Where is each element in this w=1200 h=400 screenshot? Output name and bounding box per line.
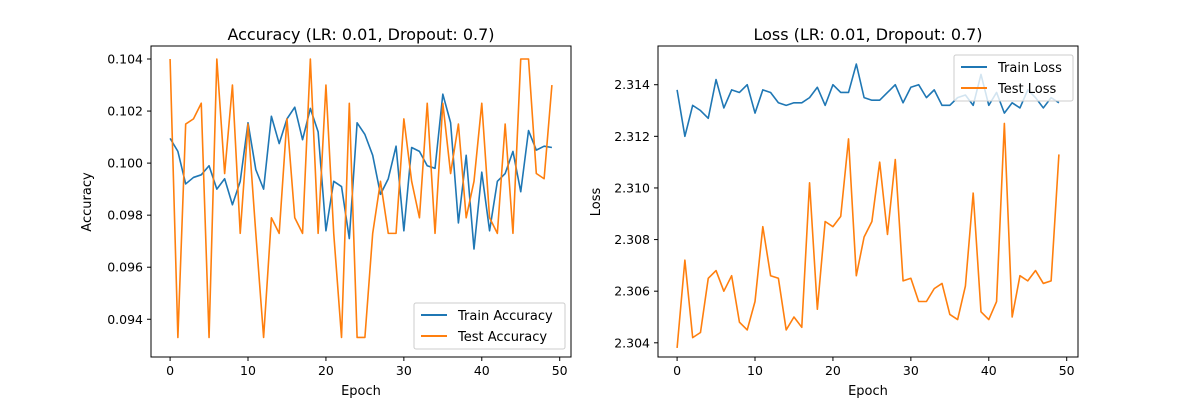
plot-area <box>657 45 1079 358</box>
axes-frame <box>657 45 1079 358</box>
legend-label-train-accuracy: Train Accuracy <box>457 309 553 324</box>
y-tick-label: 0.102 <box>107 104 143 119</box>
x-tick-label: 20 <box>825 363 841 378</box>
x-tick-label: 50 <box>552 363 568 378</box>
x-tick-label: 10 <box>240 363 256 378</box>
x-axis-ticks: 0 10 20 30 40 50 <box>673 357 1075 378</box>
y-tick-label: 2.306 <box>614 284 650 299</box>
y-axis-ticks: 2.304 2.306 2.308 2.310 2.312 2.314 <box>614 77 658 350</box>
x-axis-label: Epoch <box>341 384 381 399</box>
y-tick-label: 0.094 <box>107 312 143 327</box>
y-tick-label: 0.104 <box>107 52 143 67</box>
y-tick-label: 2.304 <box>614 335 650 350</box>
x-tick-label: 20 <box>318 363 334 378</box>
y-axis-label: Accuracy <box>80 172 95 232</box>
series-line-train-accuracy <box>169 93 553 250</box>
x-tick-label: 40 <box>981 363 997 378</box>
series-line-test-loss <box>676 122 1060 349</box>
accuracy-chart: Accuracy (LR: 0.01, Dropout: 0.7) 0 10 20 3… <box>80 25 572 399</box>
legend: Train Loss Test Loss <box>953 54 1074 102</box>
x-tick-label: 30 <box>396 363 412 378</box>
y-tick-label: 2.310 <box>614 180 650 195</box>
x-tick-label: 40 <box>474 363 490 378</box>
legend-label-test-loss: Test Loss <box>997 82 1056 97</box>
legend-box <box>413 302 566 350</box>
legend-label-train-loss: Train Loss <box>997 61 1062 76</box>
y-axis-ticks: 0.094 0.096 0.098 0.100 0.102 0.104 <box>107 52 151 327</box>
series-lines <box>169 58 553 339</box>
x-tick-label: 50 <box>1059 363 1075 378</box>
loss-chart: Loss (LR: 0.01, Dropout: 0.7) 0 10 20 30 40 5… <box>589 25 1079 399</box>
y-tick-label: 0.098 <box>107 208 143 223</box>
series-line-test-accuracy <box>169 58 553 339</box>
chart-title: Loss (LR: 0.01, Dropout: 0.7) <box>753 25 982 44</box>
legend: Train Accuracy Test Accuracy <box>413 302 566 350</box>
legend-label-test-accuracy: Test Accuracy <box>457 330 547 345</box>
y-tick-label: 0.100 <box>107 156 143 171</box>
x-tick-label: 10 <box>747 363 763 378</box>
chart-title: Accuracy (LR: 0.01, Dropout: 0.7) <box>227 25 494 44</box>
y-tick-label: 0.096 <box>107 260 143 275</box>
x-tick-label: 0 <box>673 363 681 378</box>
y-axis-label: Loss <box>589 188 604 217</box>
plot-area <box>150 45 572 358</box>
x-tick-label: 30 <box>903 363 919 378</box>
axes-frame <box>150 45 572 358</box>
x-tick-label: 0 <box>166 363 174 378</box>
x-axis-ticks: 0 10 20 30 40 50 <box>166 357 568 378</box>
y-tick-label: 2.308 <box>614 232 650 247</box>
y-tick-label: 2.312 <box>614 129 650 144</box>
y-tick-label: 2.314 <box>614 77 650 92</box>
x-axis-label: Epoch <box>848 384 888 399</box>
